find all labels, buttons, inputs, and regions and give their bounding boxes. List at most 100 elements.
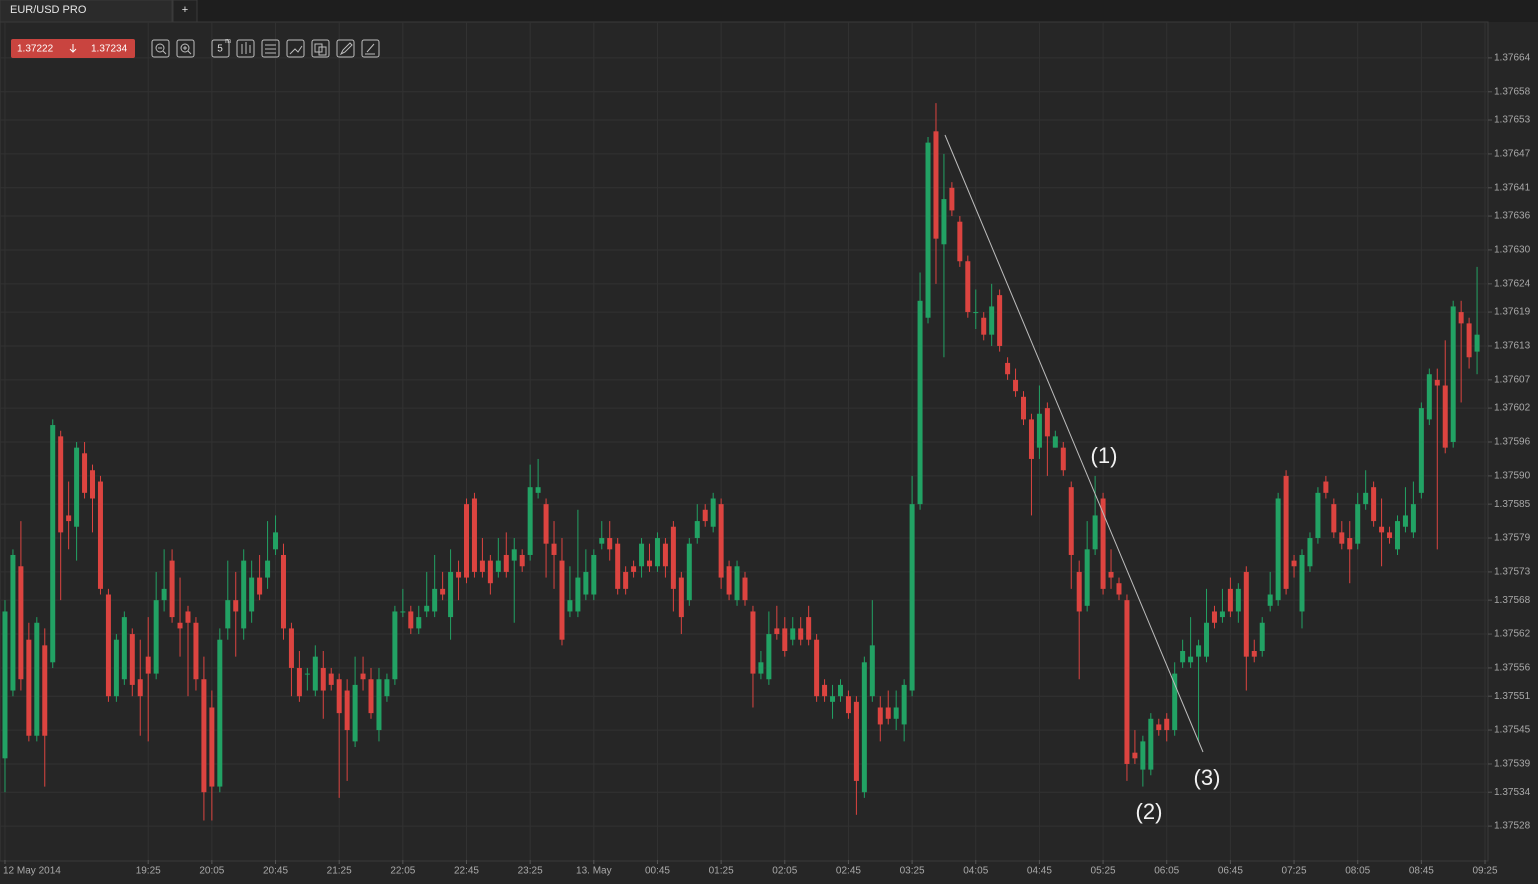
candle-body <box>1466 323 1472 358</box>
candle-body <box>1148 718 1154 770</box>
candle-body <box>1371 487 1377 522</box>
candle-body <box>487 560 493 584</box>
candle-body <box>193 622 199 680</box>
candle-body <box>742 577 748 601</box>
candle-body <box>1084 549 1090 606</box>
annotation: (2) <box>1136 799 1163 824</box>
axes: 1.37664 1.37658 1.37653 1.37647 1.37641 1.376… <box>3 53 1531 877</box>
candle-body <box>1379 526 1385 533</box>
candle-body <box>1140 741 1146 770</box>
candle-body <box>949 187 955 211</box>
y-tick-label: 1.37636 <box>1494 211 1531 222</box>
candle-body <box>551 543 557 555</box>
candle-body <box>1283 475 1289 589</box>
clear[interactable] <box>361 39 380 58</box>
candle-body <box>933 131 939 239</box>
y-tick-label: 1.37534 <box>1494 787 1531 798</box>
candle-body <box>201 679 207 793</box>
y-tick-label: 1.37556 <box>1494 663 1531 674</box>
candle-body <box>344 690 350 731</box>
candle-body <box>145 656 151 674</box>
candle-body <box>153 600 159 674</box>
candle-body <box>702 509 708 522</box>
candle-body <box>575 577 581 612</box>
candle-body <box>463 504 469 578</box>
candle-body <box>519 554 525 567</box>
x-tick-label: 22:45 <box>454 866 479 877</box>
candle-body <box>1068 487 1074 555</box>
candle-body <box>129 634 135 685</box>
candle-body <box>670 526 676 589</box>
candle-body <box>1235 588 1241 612</box>
candle-body <box>376 679 382 731</box>
y-tick-label: 1.37653 <box>1494 115 1531 126</box>
tab-title[interactable]: EUR/USD PRO <box>10 4 87 16</box>
indicators[interactable] <box>261 39 280 58</box>
candle-body <box>233 600 239 612</box>
candle-body <box>1188 656 1194 663</box>
candle-body <box>217 639 223 787</box>
candle-body <box>686 543 692 601</box>
candle-body <box>1204 622 1210 657</box>
toolbar: 5 m <box>151 38 380 58</box>
candle-body <box>1251 651 1257 657</box>
period[interactable]: 5 m <box>211 38 231 58</box>
candle-body <box>790 628 796 640</box>
candle-body <box>527 487 533 555</box>
candle-body <box>320 667 326 691</box>
candle-body <box>2 611 8 759</box>
x-tick-label: 13. May <box>576 866 612 877</box>
candle-body <box>1116 583 1122 595</box>
new-tab-label[interactable]: + <box>182 4 188 16</box>
candle-body <box>877 707 883 725</box>
candle-body <box>225 600 231 629</box>
candle-body <box>726 566 732 595</box>
candle-body <box>328 673 334 685</box>
candle-body <box>161 588 167 601</box>
candle-body <box>941 199 947 245</box>
candle-body <box>265 560 271 578</box>
candle-body <box>241 560 247 629</box>
bid-price[interactable]: 1.37222 <box>17 44 54 55</box>
x-tick-label: 22:05 <box>390 866 415 877</box>
candle-body <box>352 684 358 742</box>
x-tick-label: 08:45 <box>1409 866 1434 877</box>
candle-body <box>615 543 621 589</box>
zoom-out[interactable] <box>151 39 170 58</box>
x-tick-label: 06:45 <box>1218 866 1243 877</box>
x-tick-label: 08:05 <box>1345 866 1370 877</box>
candle-body <box>479 560 485 572</box>
edit[interactable] <box>336 39 355 58</box>
zoom-in[interactable] <box>176 39 195 58</box>
candle-body <box>1052 436 1058 448</box>
x-tick-label: 20:05 <box>199 866 224 877</box>
candle-body <box>384 679 390 697</box>
candle-body <box>1450 306 1456 442</box>
drawing[interactable] <box>286 39 305 58</box>
candle-body <box>1076 571 1082 612</box>
candle-body <box>845 696 851 714</box>
ask-price[interactable]: 1.37234 <box>91 44 128 55</box>
candle-body <box>885 707 891 719</box>
x-tick-label: 06:05 <box>1154 866 1179 877</box>
period-icon-label[interactable]: 5 <box>217 44 223 55</box>
trend-line <box>944 134 1204 753</box>
candle-body <box>893 707 899 719</box>
candle-body <box>185 611 191 623</box>
price-box[interactable]: 1.37222 1.37234 <box>11 39 135 58</box>
candle-body <box>432 588 438 612</box>
candle-body <box>1434 379 1440 386</box>
candle-body <box>169 560 175 618</box>
candle-body <box>1243 571 1249 657</box>
compare[interactable] <box>311 39 330 58</box>
candle-body <box>1044 408 1050 437</box>
candle-body <box>1196 645 1202 657</box>
chart-type[interactable] <box>236 39 255 58</box>
candle-body <box>837 684 843 697</box>
candle-body <box>734 566 740 601</box>
candle-body <box>1227 588 1233 612</box>
period-unit-label[interactable]: m <box>225 38 231 45</box>
candle-body <box>113 639 119 697</box>
x-tick-label: 23:25 <box>518 866 543 877</box>
candle-body <box>209 707 215 787</box>
